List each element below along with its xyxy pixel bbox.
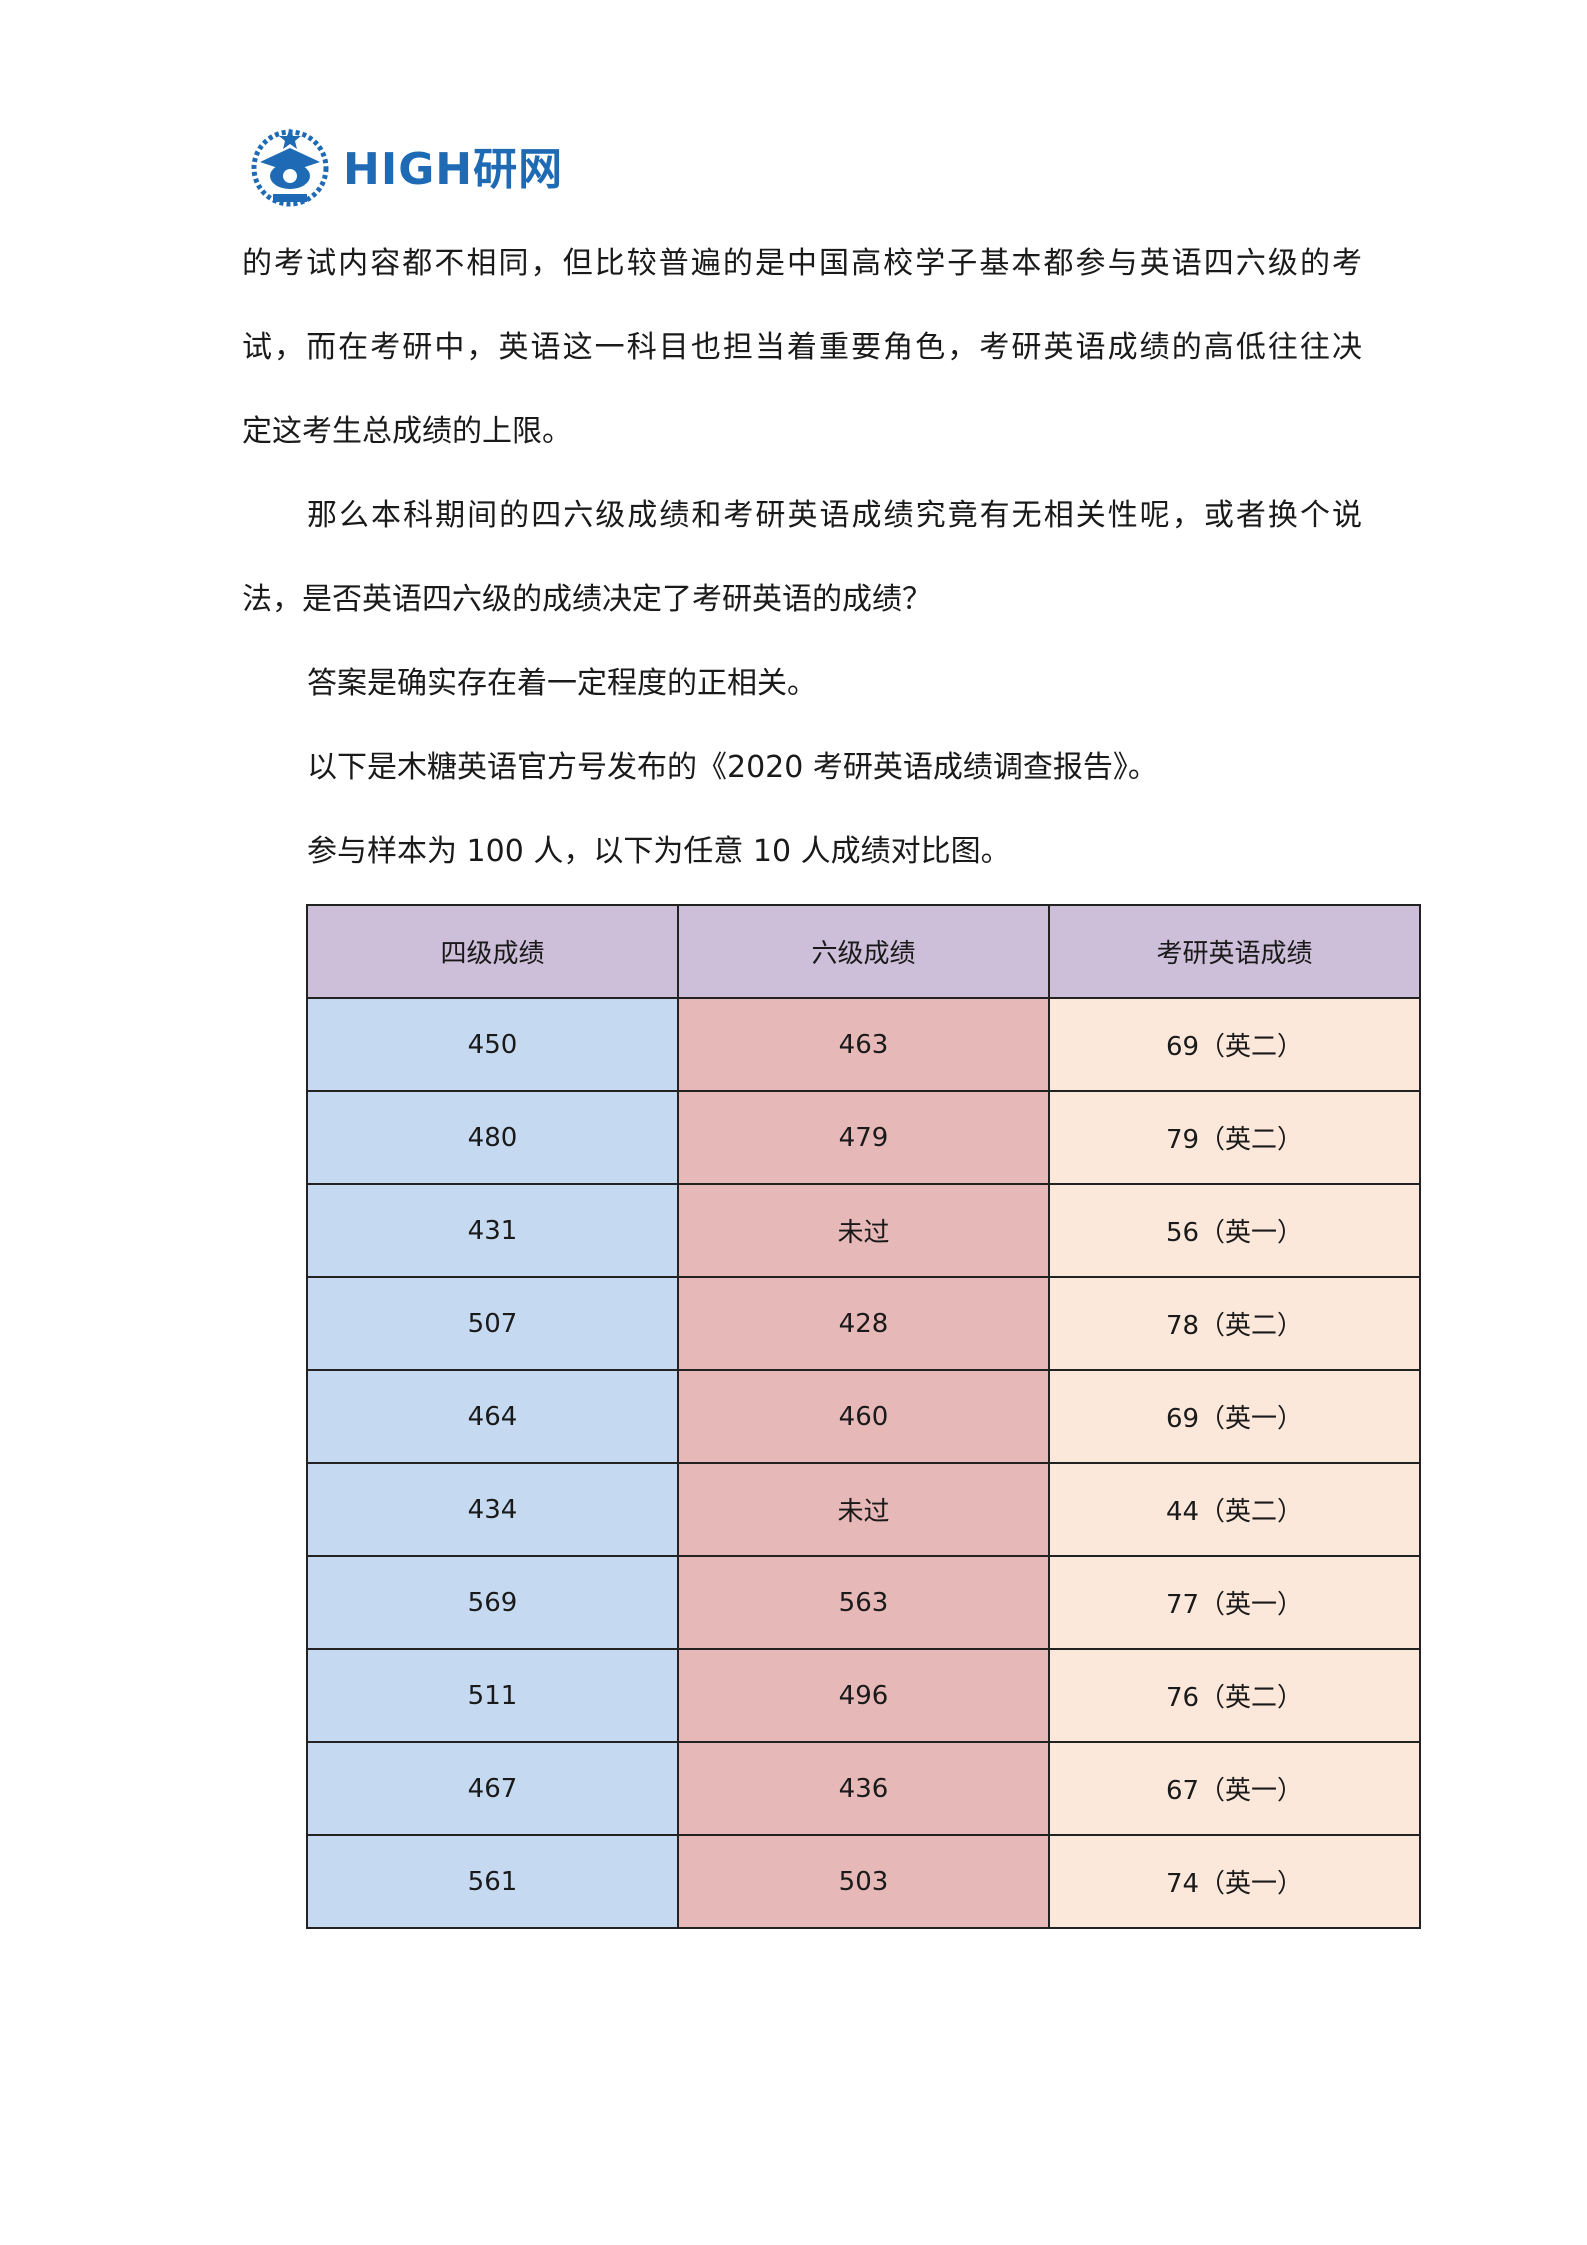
logo: HIGH研网: [245, 120, 563, 210]
cell-kaoyan: 44（英二）: [1048, 1462, 1421, 1557]
cell-cet6: 463: [677, 997, 1050, 1092]
cell-kaoyan: 76（英二）: [1048, 1648, 1421, 1743]
cell-cet4: 569: [306, 1555, 679, 1650]
cell-cet6: 未过: [677, 1183, 1050, 1278]
cell-cet4: 450: [306, 997, 679, 1092]
text-line: 参与样本为 100 人，以下为任意 10 人成绩对比图。: [307, 834, 1011, 869]
cell-cet4: 464: [306, 1369, 679, 1464]
table-row: 431 未过 56（英一）: [306, 1183, 1421, 1278]
table-row: 561 503 74（英一）: [306, 1834, 1421, 1929]
cell-cet4: 431: [306, 1183, 679, 1278]
text-line: 的考试内容都不相同，但比较普遍的是中国高校学子基本都参与英语四六级的考: [242, 246, 1362, 281]
cell-kaoyan: 67（英一）: [1048, 1741, 1421, 1836]
cell-cet4: 507: [306, 1276, 679, 1371]
cell-cet6: 479: [677, 1090, 1050, 1185]
cell-cet6: 428: [677, 1276, 1050, 1371]
cell-kaoyan: 78（英二）: [1048, 1276, 1421, 1371]
cell-cet6: 460: [677, 1369, 1050, 1464]
header-kaoyan: 考研英语成绩: [1048, 904, 1421, 999]
table-row: 450 463 69（英二）: [306, 997, 1421, 1092]
table-row: 464 460 69（英一）: [306, 1369, 1421, 1464]
cell-kaoyan: 79（英二）: [1048, 1090, 1421, 1185]
cell-kaoyan: 74（英一）: [1048, 1834, 1421, 1929]
table-row: 511 496 76（英二）: [306, 1648, 1421, 1743]
text-line: 以下是木糖英语官方号发布的《2020 考研英语成绩调查报告》。: [307, 750, 1158, 785]
cell-cet6: 未过: [677, 1462, 1050, 1557]
cell-kaoyan: 69（英二）: [1048, 997, 1421, 1092]
cell-kaoyan: 77（英一）: [1048, 1555, 1421, 1650]
text-line: 定这考生总成绩的上限。: [242, 414, 572, 449]
logo-emblem-icon: [251, 128, 329, 207]
header-cet6: 六级成绩: [677, 904, 1050, 999]
text-line: 试，而在考研中，英语这一科目也担当着重要角色，考研英语成绩的高低往往决: [242, 330, 1362, 365]
body-text: 的考试内容都不相同，但比较普遍的是中国高校学子基本都参与英语四六级的考 试，而在…: [242, 222, 1362, 894]
cell-cet6: 503: [677, 1834, 1050, 1929]
cell-cet4: 467: [306, 1741, 679, 1836]
table-row: 569 563 77（英一）: [306, 1555, 1421, 1650]
cell-kaoyan: 56（英一）: [1048, 1183, 1421, 1278]
cell-kaoyan: 69（英一）: [1048, 1369, 1421, 1464]
cell-cet4: 434: [306, 1462, 679, 1557]
cell-cet4: 561: [306, 1834, 679, 1929]
text-line: 法，是否英语四六级的成绩决定了考研英语的成绩？: [242, 582, 932, 617]
table-row: 507 428 78（英二）: [306, 1276, 1421, 1371]
score-table: 四级成绩 六级成绩 考研英语成绩 450 463 69（英二） 480 479 79（英二…: [306, 904, 1421, 1929]
table-row: 434 未过 44（英二）: [306, 1462, 1421, 1557]
cell-cet6: 496: [677, 1648, 1050, 1743]
table-row: 467 436 67（英一）: [306, 1741, 1421, 1836]
cell-cet4: 511: [306, 1648, 679, 1743]
cell-cet6: 563: [677, 1555, 1050, 1650]
header-cet4: 四级成绩: [306, 904, 679, 999]
text-line: 答案是确实存在着一定程度的正相关。: [307, 666, 817, 701]
table-row: 480 479 79（英二）: [306, 1090, 1421, 1185]
cell-cet4: 480: [306, 1090, 679, 1185]
cell-cet6: 436: [677, 1741, 1050, 1836]
table-header-row: 四级成绩 六级成绩 考研英语成绩: [306, 904, 1421, 999]
logo-text: HIGH研网: [343, 144, 564, 195]
text-line: 那么本科期间的四六级成绩和考研英语成绩究竟有无相关性呢，或者换个说: [307, 498, 1362, 533]
